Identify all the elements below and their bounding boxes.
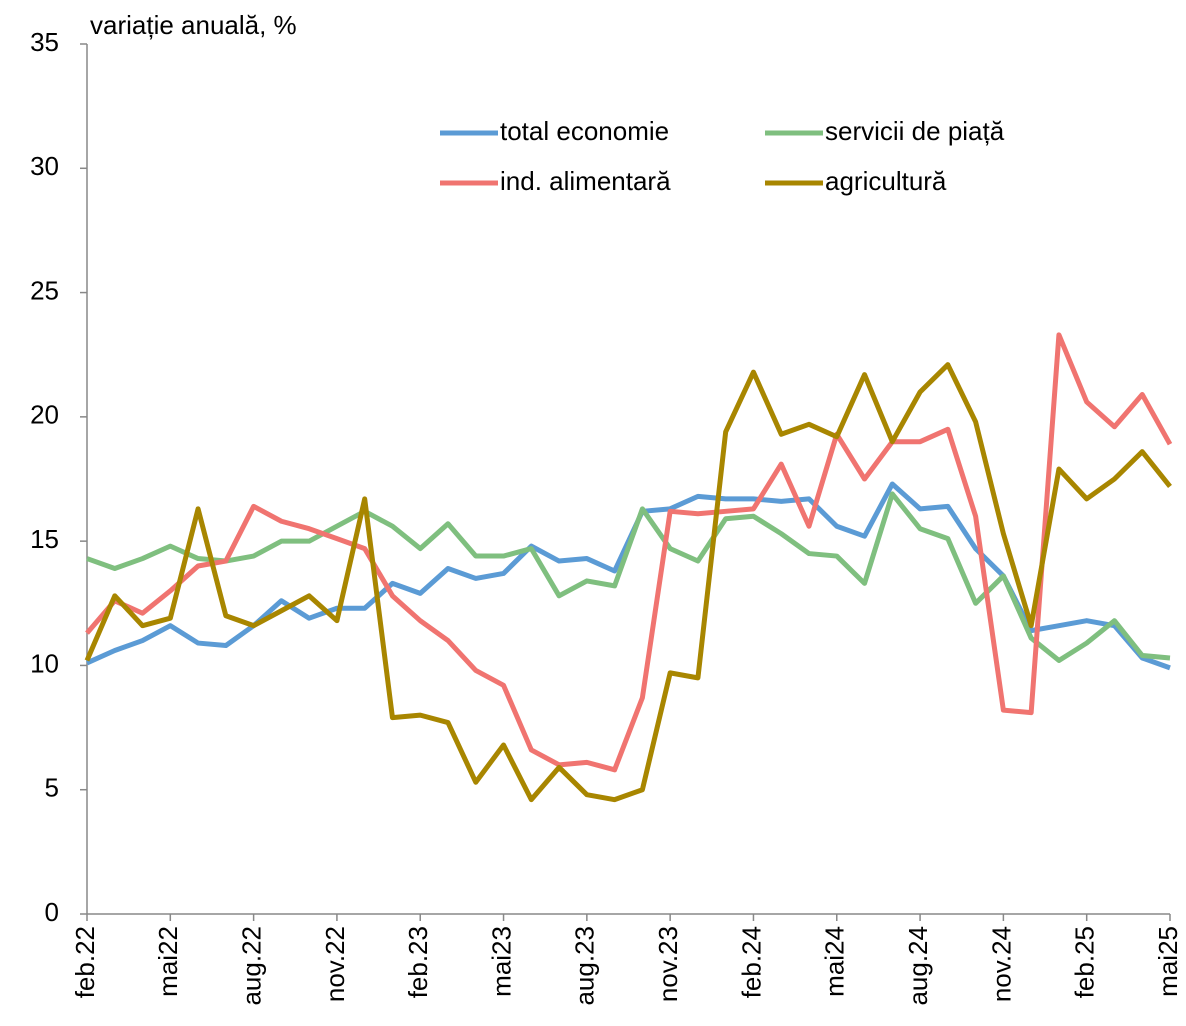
x-tick-label: mai23 [486,926,516,997]
x-tick-label: feb.25 [1070,926,1100,998]
y-tick-label: 35 [30,27,59,57]
legend-label: servicii de piață [825,116,1005,146]
x-tick-label: mai25 [1153,926,1183,997]
x-tick-label: mai24 [820,926,850,997]
x-tick-label: nov.22 [320,926,350,1002]
y-axis-title: variație anuală, % [90,10,297,40]
y-tick-label: 5 [45,773,59,803]
x-tick-label: nov.24 [986,926,1016,1002]
legend-label: ind. alimentară [500,166,671,196]
y-tick-label: 30 [30,151,59,181]
x-tick-label: aug.23 [570,926,600,1006]
series-line [85,332,1173,773]
x-tick-label: mai22 [153,926,183,997]
x-tick-label: feb.22 [70,926,100,998]
series-line [86,491,1171,663]
x-tick-label: aug.22 [236,926,266,1006]
x-tick-label: nov.23 [653,926,683,1002]
y-tick-label: 0 [45,897,59,927]
x-tick-label: feb.24 [736,926,766,998]
legend-label: total economie [500,116,669,146]
y-tick-label: 10 [30,648,59,678]
y-tick-label: 20 [30,400,59,430]
x-tick-label: aug.24 [903,926,933,1006]
x-tick-label: feb.23 [403,926,433,998]
series-line [84,362,1172,803]
y-tick-label: 25 [30,275,59,305]
legend-label: agricultură [825,166,947,196]
y-tick-label: 15 [30,524,59,554]
